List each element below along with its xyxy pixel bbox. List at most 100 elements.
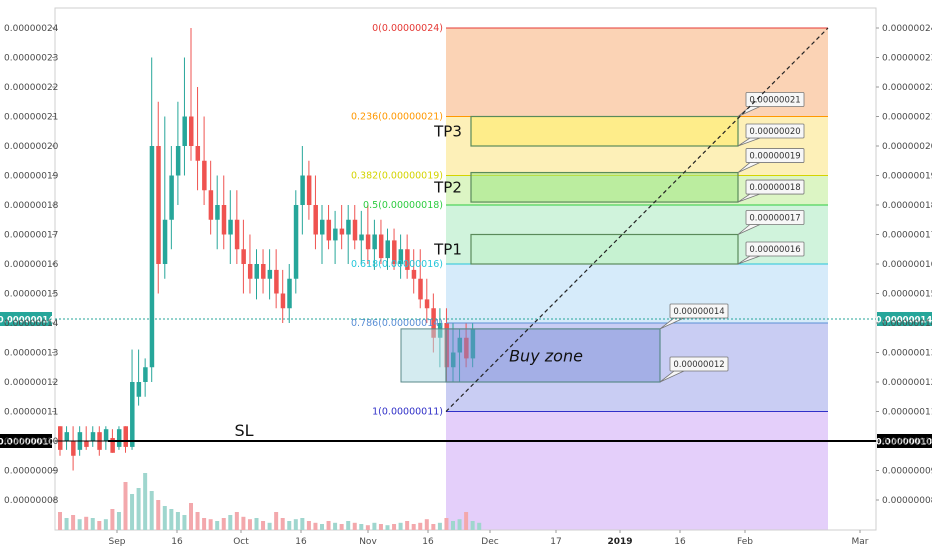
y-tick-left-12: 0.00000020	[4, 142, 59, 152]
callout-buyzone-top[interactable]	[669, 303, 729, 319]
volume-bar	[274, 512, 279, 530]
fib-label-6: 1(0.00000011)	[372, 407, 443, 418]
candle-body	[90, 432, 96, 441]
callout-tp3-top-text: 0.00000021	[749, 96, 800, 106]
fib-label-2: 0.382(0.00000019)	[351, 171, 443, 182]
y-tick-right-8: 0.00000016	[882, 260, 932, 270]
candle-body	[352, 219, 358, 241]
candle-body	[326, 219, 332, 241]
volume-bar	[123, 482, 128, 530]
callout-tp1-bottom-text: 0.00000016	[749, 245, 800, 255]
y-tick-left-3: 0.00000011	[4, 408, 58, 418]
candles	[58, 28, 476, 471]
x-tick-2: Oct	[233, 537, 249, 547]
candle-body	[339, 228, 345, 235]
fib-label-4: 0.618(0.00000016)	[351, 259, 443, 270]
volume-bar	[195, 512, 200, 530]
target-label-tp2: TP2	[433, 178, 462, 196]
y-tick-left-16: 0.00000024	[4, 24, 59, 34]
y-tick-left-7: 0.00000015	[4, 290, 58, 300]
volume-bar	[143, 473, 148, 530]
volume-bar	[221, 518, 226, 530]
y-tick-left-6: 0.00000014	[4, 319, 59, 329]
candle-body	[110, 438, 115, 453]
callout-tp3-bottom-text: 0.00000020	[749, 127, 800, 137]
buy-zone[interactable]: Buy zone 0.00000014 0.00000012	[400, 303, 729, 383]
candle-body	[405, 249, 410, 270]
sl-badge-right	[877, 434, 932, 448]
volume-bar	[58, 512, 62, 530]
target-box-tp2[interactable]	[470, 171, 739, 203]
y-tick-left-14: 0.00000022	[4, 83, 58, 93]
buy-zone-box[interactable]	[445, 328, 661, 383]
volume-bar	[189, 503, 193, 530]
volume-bar	[365, 525, 370, 530]
fib-trend-line[interactable]	[445, 27, 829, 412]
y-tick-right-12: 0.00000020	[882, 142, 932, 152]
y-tick-left-4: 0.00000012	[4, 378, 58, 388]
y-tick-left-2: 0.00000010	[4, 437, 59, 447]
callout-tp2-top[interactable]	[745, 148, 805, 163]
x-tick-8: 2019	[607, 537, 632, 547]
volume-bar	[116, 512, 121, 530]
volume-bar	[162, 506, 167, 530]
y-tick-right-13: 0.00000021	[882, 113, 932, 123]
volume-bar	[470, 521, 475, 530]
volume-bar	[234, 512, 239, 530]
callout-tp1-top[interactable]	[745, 210, 805, 225]
y-tick-right-4: 0.00000012	[882, 378, 932, 388]
volume-bar	[287, 521, 292, 530]
candle-body	[313, 205, 318, 235]
fib-label-0: 0(0.00000024)	[372, 23, 443, 34]
candle-body	[431, 308, 436, 338]
candle-body	[241, 249, 246, 264]
candle-body	[182, 116, 187, 146]
candle-body	[274, 269, 279, 294]
candle-body	[267, 269, 273, 279]
candle-body	[411, 269, 417, 279]
candle-body	[280, 293, 286, 309]
candle-body	[300, 175, 305, 205]
x-tick-11: Mar	[852, 537, 869, 547]
candle-body	[234, 219, 240, 250]
target-boxes[interactable]: TP3 0.00000021 0.00000020 TP2 0.00000019 0.00…	[433, 92, 805, 265]
volume-bar	[149, 491, 154, 530]
volume-bar	[90, 518, 95, 530]
candle-body	[320, 219, 325, 235]
candle-body	[372, 234, 377, 250]
target-box-tp1[interactable]	[470, 233, 739, 265]
volume-bar	[418, 522, 423, 530]
callout-tp1-bottom[interactable]	[745, 241, 805, 257]
volume-bar	[339, 524, 344, 530]
candle-body	[418, 278, 423, 300]
volume-bar	[431, 524, 436, 530]
callout-buyzone-bottom-text: 0.00000012	[673, 360, 724, 370]
x-axis: Sep 16 Oct 16 Nov 16 Dec 17 2019 16 Feb Mar	[109, 530, 869, 547]
candle-body	[385, 240, 390, 259]
candle-body	[84, 441, 89, 447]
volume-bar	[182, 515, 187, 530]
callout-tp2-bottom[interactable]	[745, 179, 805, 195]
volume-bar	[372, 522, 377, 530]
sl-badge-left	[0, 434, 52, 448]
candle-body	[293, 205, 299, 279]
last-price-text-right: 0.00000014	[876, 316, 932, 326]
candle-body	[378, 234, 384, 259]
y-tick-right-15: 0.00000023	[882, 54, 932, 64]
callout-buyzone-bottom[interactable]	[669, 356, 729, 372]
candle-body	[254, 264, 259, 279]
volume-bar	[385, 525, 390, 530]
candle-body	[228, 219, 233, 235]
callout-tp3-bottom[interactable]	[745, 123, 805, 139]
volume-bar	[464, 512, 469, 530]
y-tick-right-2: 0.00000010	[882, 437, 932, 447]
candle-body	[365, 234, 371, 250]
target-box-tp3[interactable]	[470, 115, 739, 147]
volume-bar	[346, 521, 351, 530]
y-tick-left-5: 0.00000013	[4, 349, 58, 359]
x-tick-4: Nov	[359, 537, 377, 547]
callout-tp3-top[interactable]	[745, 92, 805, 107]
sl-text-left: 0.00000010	[0, 438, 54, 448]
volume-bar	[424, 519, 429, 530]
